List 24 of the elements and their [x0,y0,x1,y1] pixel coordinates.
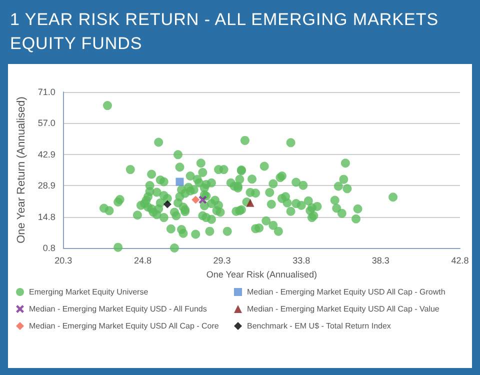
x-tick-label: 33.8 [292,256,310,266]
x-tick-label: 42.8 [451,256,469,266]
x-axis-title: One Year Risk (Annualised) [206,270,317,280]
y-tick-label: 14.8 [38,212,56,222]
y-tick-label: 71.0 [38,87,56,97]
y-tick-label: 57.0 [38,118,56,128]
x-tick-label: 24.8 [134,256,152,266]
point [192,196,200,204]
legend-label: Emerging Market Equity Universe [29,288,149,296]
legend-label: Median - Emerging Market Equity USD All Cap - Value [247,304,440,314]
y-tick-label: 42.9 [38,149,56,160]
y-tick-label: 0.8 [42,243,56,253]
y-axis-title: One Year Return (Annualised) [16,96,28,244]
point [176,178,184,186]
legend-label: Median - Emerging Market Equity USD - All Funds [29,304,207,314]
legend-label: Median - Emerging Market Equity USD All Cap - Core [29,322,220,330]
x-tick-label: 29.3 [213,256,231,266]
chart-title: 1 YEAR RISK RETURN - ALL EMERGING MARKETS EQUITY FUNDS [9,9,440,55]
legend-label: Benchmark - EM U$ - Total Return Index [247,322,391,330]
point [246,198,254,207]
y-tick-label: 28.9 [38,180,56,191]
x-tick-label: 20.3 [54,256,72,266]
legend-label: Median - Emerging Market Equity USD All Cap - Growth [247,288,446,296]
x-tick-label: 38.3 [372,256,390,266]
